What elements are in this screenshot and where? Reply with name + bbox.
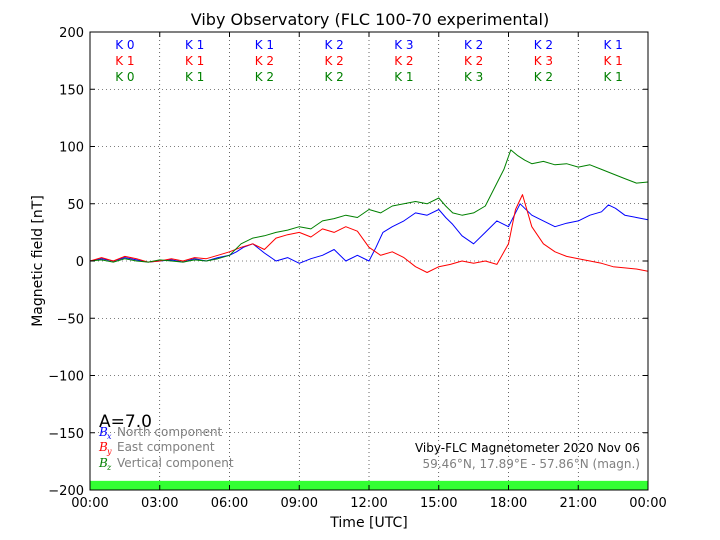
x-tick-label: 15:00 bbox=[420, 496, 457, 511]
k-index-value: K 1 bbox=[185, 70, 204, 84]
legend-subscript: y bbox=[106, 447, 112, 456]
k-index-value: K 2 bbox=[464, 38, 483, 52]
k-index-value: K 1 bbox=[394, 70, 413, 84]
k-index-table: K 0 K 1 K 1 K 2 K 3 K 2 K 2 K 1 K 1 K 1 K 2 K 2 K 2 K… bbox=[115, 38, 623, 84]
y-tick-label: 50 bbox=[67, 198, 84, 213]
x-tick-label: 00:00 bbox=[629, 496, 666, 511]
k-index-value: K 3 bbox=[464, 70, 483, 84]
k-index-value: K 1 bbox=[603, 70, 622, 84]
k-index-value: K 3 bbox=[534, 54, 553, 68]
x-tick-label: 00:00 bbox=[71, 496, 108, 511]
k-index-value: K 1 bbox=[185, 38, 204, 52]
series-vertical-component bbox=[90, 149, 648, 263]
x-tick-label: 03:00 bbox=[141, 496, 178, 511]
series-east-component bbox=[90, 194, 648, 273]
x-tick-label: 06:00 bbox=[211, 496, 248, 511]
k-index-value: K 2 bbox=[394, 54, 413, 68]
instrument-info: Viby-FLC Magnetometer 2020 Nov 06 bbox=[415, 441, 640, 455]
k-index-value: K 2 bbox=[255, 54, 274, 68]
y-tick-label: 200 bbox=[59, 26, 84, 41]
y-tick-label: −200 bbox=[48, 484, 84, 499]
x-tick-label: 09:00 bbox=[281, 496, 318, 511]
k-index-value: K 1 bbox=[185, 54, 204, 68]
a-index-label: A=7.0 bbox=[99, 412, 152, 432]
x-tick-label: 21:00 bbox=[560, 496, 597, 511]
k-index-value: K 2 bbox=[534, 70, 553, 84]
k-index-value: K 1 bbox=[603, 54, 622, 68]
y-axis-title: Magnetic field [nT] bbox=[30, 195, 46, 327]
k-index-value: K 2 bbox=[464, 54, 483, 68]
legend-symbol: B bbox=[98, 440, 108, 454]
y-tick-label: 150 bbox=[59, 83, 84, 98]
legend-label: East component bbox=[117, 440, 215, 454]
k-index-value: K 0 bbox=[115, 38, 134, 52]
k-index-value: K 3 bbox=[394, 38, 413, 52]
chart-title: Viby Observatory (FLC 100-70 experimenta… bbox=[191, 10, 550, 29]
series-north-component bbox=[90, 203, 648, 264]
y-tick-label: 100 bbox=[59, 141, 84, 156]
k-index-value: K 2 bbox=[324, 70, 343, 84]
k-index-value: K 2 bbox=[324, 38, 343, 52]
y-tick-label: −100 bbox=[48, 370, 84, 385]
y-tick-label: 0 bbox=[76, 255, 84, 270]
series-layer bbox=[90, 149, 648, 273]
legend-subscript: x bbox=[107, 432, 112, 441]
k-index-value: K 2 bbox=[324, 54, 343, 68]
k-index-value: K 2 bbox=[255, 70, 274, 84]
k-index-value: K 1 bbox=[115, 54, 134, 68]
x-tick-label: 12:00 bbox=[350, 496, 387, 511]
legend-symbol: B bbox=[98, 425, 108, 439]
k-index-value: K 1 bbox=[603, 38, 622, 52]
legend-label: Vertical component bbox=[117, 456, 234, 470]
y-tick-label: −50 bbox=[57, 312, 84, 327]
x-axis-title: Time [UTC] bbox=[329, 515, 407, 531]
location-info: 59.46°N, 17.89°E - 57.86°N (magn.) bbox=[423, 457, 640, 471]
y-tick-label: −150 bbox=[48, 427, 84, 442]
axis-ticks: 00:00 03:00 06:00 09:00 12:00 15:00 18:00 21:00… bbox=[48, 26, 666, 511]
x-tick-label: 18:00 bbox=[490, 496, 527, 511]
legend-subscript: z bbox=[106, 463, 112, 472]
legend-label: North component bbox=[117, 425, 223, 439]
k-index-value: K 0 bbox=[115, 70, 134, 84]
k-index-value: K 1 bbox=[255, 38, 274, 52]
k-index-value: K 2 bbox=[534, 38, 553, 52]
legend-symbol: B bbox=[98, 456, 108, 470]
